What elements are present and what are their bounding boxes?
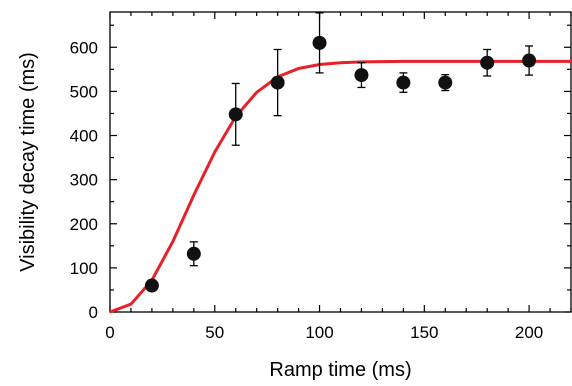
data-points	[144, 35, 537, 293]
tick-labels: 0 50 100 150 200 0 100 200 300 400 500 600	[70, 38, 544, 342]
data-point	[228, 107, 243, 122]
y-tick-label: 200	[70, 215, 98, 234]
y-tick-label: 100	[70, 259, 98, 278]
y-axis-label: Visibility decay time (ms)	[17, 52, 39, 272]
fit-curve	[109, 59, 571, 314]
x-tick-label: 100	[305, 323, 333, 342]
plot-frame	[109, 11, 572, 313]
y-tick-label: 400	[70, 127, 98, 146]
data-point	[270, 75, 285, 90]
data-point	[186, 246, 201, 261]
x-axis-label: Ramp time (ms)	[269, 359, 411, 381]
data-point	[438, 75, 453, 90]
data-point	[354, 68, 369, 83]
data-point	[144, 278, 159, 293]
x-tick-label: 0	[105, 323, 114, 342]
data-point	[312, 35, 327, 50]
x-tick-label: 50	[205, 323, 224, 342]
error-bars	[189, 12, 534, 267]
data-point	[480, 55, 495, 70]
data-point	[522, 53, 537, 68]
x-tick-label: 200	[515, 323, 543, 342]
y-tick-label: 300	[70, 171, 98, 190]
axis-ticks	[109, 12, 572, 313]
data-point	[396, 75, 411, 90]
y-tick-label: 500	[70, 82, 98, 101]
y-tick-label: 0	[89, 303, 98, 322]
y-tick-label: 600	[70, 38, 98, 57]
x-tick-label: 150	[410, 323, 438, 342]
